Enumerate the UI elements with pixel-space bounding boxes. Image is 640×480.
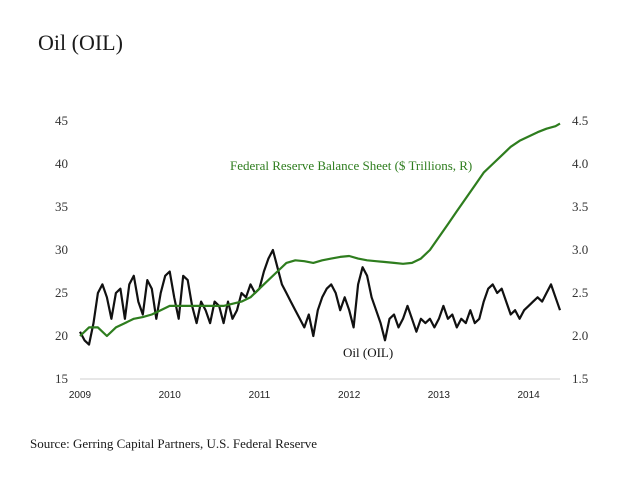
fed-balance-sheet-label: Federal Reserve Balance Sheet ($ Trillio…	[230, 158, 472, 173]
source-note: Source: Gerring Capital Partners, U.S. F…	[30, 436, 318, 451]
left-tick-label: 20	[55, 328, 68, 343]
left-tick-label: 25	[55, 285, 68, 300]
x-tick-label: 2014	[517, 390, 540, 401]
fed-balance-sheet-line	[79, 122, 561, 338]
right-tick-label: 4.5	[572, 113, 588, 128]
right-tick-label: 1.5	[572, 371, 588, 386]
left-tick-label: 40	[55, 156, 68, 171]
oil-series-line	[79, 248, 562, 346]
chart-title: Oil (OIL)	[38, 30, 123, 55]
x-tick-label: 2010	[159, 390, 182, 401]
x-tick-label: 2009	[69, 390, 92, 401]
right-tick-label: 2.5	[572, 285, 588, 300]
x-axis-ticks: 2009 2010 2011 2012 2013 2014	[69, 390, 540, 401]
left-tick-label: 35	[55, 199, 68, 214]
left-tick-label: 30	[55, 242, 68, 257]
left-tick-label: 15	[55, 371, 68, 386]
right-tick-label: 3.0	[572, 242, 588, 257]
series-lines	[79, 122, 562, 346]
oil-series-label: Oil (OIL)	[343, 345, 393, 360]
x-tick-label: 2012	[338, 390, 361, 401]
left-tick-label: 45	[55, 113, 68, 128]
right-tick-label: 4.0	[572, 156, 588, 171]
right-tick-label: 2.0	[572, 328, 588, 343]
left-axis-ticks: 15 20 25 30 35 40 45	[55, 113, 68, 386]
x-tick-label: 2013	[428, 390, 451, 401]
x-tick-label: 2011	[249, 390, 271, 401]
right-axis-ticks: 1.5 2.0 2.5 3.0 3.5 4.0 4.5	[572, 113, 588, 386]
right-tick-label: 3.5	[572, 199, 588, 214]
